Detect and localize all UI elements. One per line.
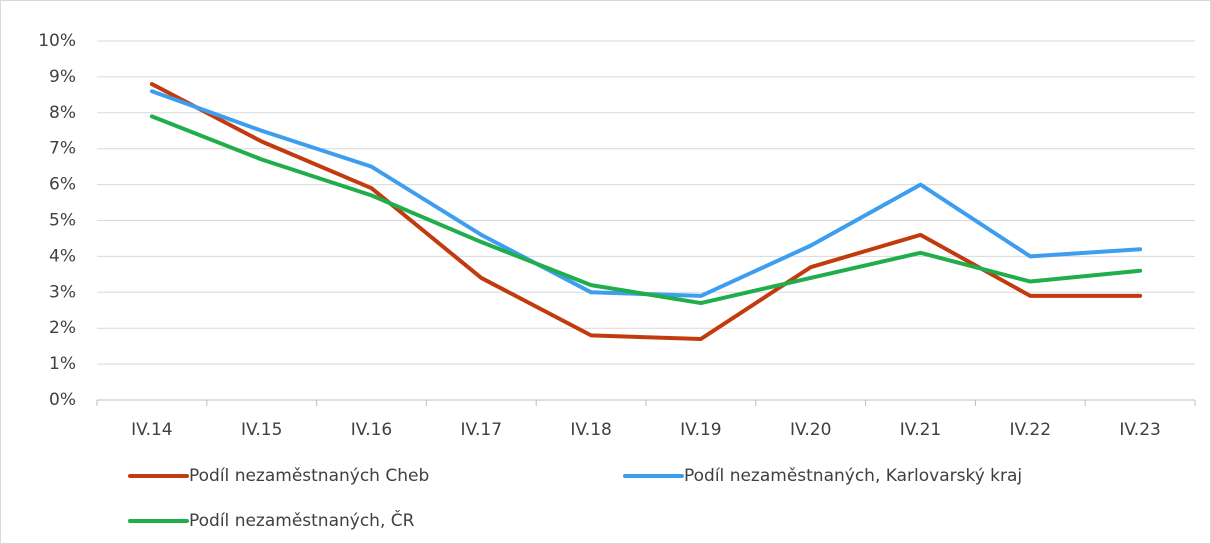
y-tick-label: 2%	[49, 318, 76, 338]
y-tick-label: 10%	[38, 31, 76, 51]
series-line	[149, 114, 1143, 306]
y-tick-label: 0%	[49, 390, 76, 410]
x-tick-label: IV.18	[570, 420, 612, 440]
y-tick-label: 6%	[49, 175, 76, 195]
y-tick-label: 3%	[49, 282, 76, 302]
y-tick-label: 5%	[49, 211, 76, 231]
x-tick-label: IV.14	[131, 420, 173, 440]
x-tick-label: IV.15	[241, 420, 283, 440]
y-tick-label: 8%	[49, 103, 76, 123]
y-tick-label: 4%	[49, 246, 76, 266]
x-tick-label: IV.17	[461, 420, 503, 440]
x-tick-label: IV.20	[790, 420, 832, 440]
y-tick-label: 7%	[49, 139, 76, 159]
x-tick-label: IV.19	[680, 420, 722, 440]
legend-label: Podíl nezaměstnaných, Karlovarský kraj	[684, 466, 1022, 486]
x-tick-label: IV.23	[1119, 420, 1161, 440]
x-tick-label: IV.16	[351, 420, 393, 440]
x-tick-label: IV.22	[1010, 420, 1052, 440]
y-tick-label: 1%	[49, 354, 76, 374]
x-tick-label: IV.21	[900, 420, 942, 440]
legend-label: Podíl nezaměstnaných Cheb	[189, 466, 429, 486]
legend-label: Podíl nezaměstnaných, ČR	[189, 509, 415, 531]
y-tick-label: 9%	[49, 67, 76, 87]
